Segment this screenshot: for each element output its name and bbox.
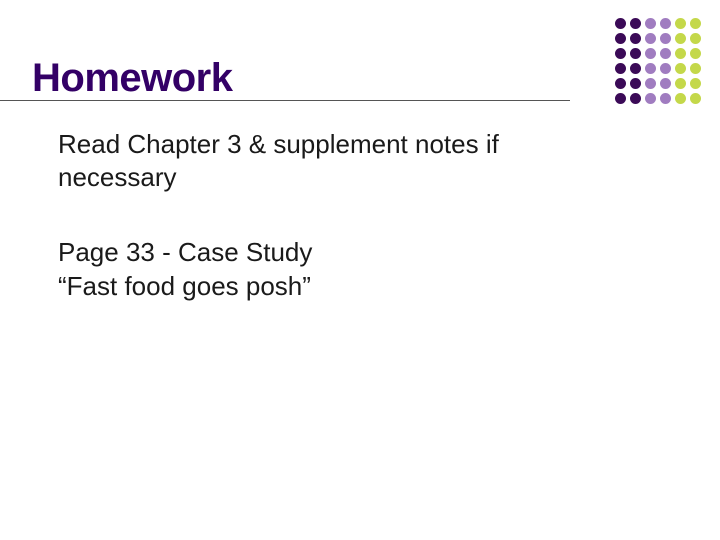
- body-line-2: Page 33 - Case Study: [58, 236, 312, 269]
- dot-icon: [630, 33, 641, 44]
- slide: Homework Read Chapter 3 & supplement not…: [0, 0, 720, 540]
- dot-icon: [645, 18, 656, 29]
- dot-icon: [615, 63, 626, 74]
- dot-icon: [645, 63, 656, 74]
- decoration-dot-grid: [615, 18, 702, 105]
- dot-icon: [675, 63, 686, 74]
- dot-icon: [660, 78, 671, 89]
- dot-icon: [675, 48, 686, 59]
- dot-icon: [675, 93, 686, 104]
- dot-icon: [645, 78, 656, 89]
- dot-icon: [630, 63, 641, 74]
- dot-icon: [660, 33, 671, 44]
- body-line-1: Read Chapter 3 & supplement notes if nec…: [58, 128, 578, 193]
- dot-icon: [660, 93, 671, 104]
- dot-icon: [630, 48, 641, 59]
- dot-icon: [690, 18, 701, 29]
- dot-icon: [615, 33, 626, 44]
- dot-icon: [675, 78, 686, 89]
- slide-title: Homework: [32, 56, 233, 101]
- dot-icon: [660, 63, 671, 74]
- dot-icon: [645, 48, 656, 59]
- dot-icon: [630, 18, 641, 29]
- dot-icon: [615, 93, 626, 104]
- dot-icon: [630, 78, 641, 89]
- dot-icon: [630, 93, 641, 104]
- dot-icon: [690, 63, 701, 74]
- dot-icon: [615, 78, 626, 89]
- dot-icon: [690, 33, 701, 44]
- dot-icon: [660, 48, 671, 59]
- dot-icon: [660, 18, 671, 29]
- dot-icon: [615, 18, 626, 29]
- dot-icon: [690, 48, 701, 59]
- dot-icon: [675, 33, 686, 44]
- dot-icon: [675, 18, 686, 29]
- dot-icon: [690, 78, 701, 89]
- dot-icon: [645, 93, 656, 104]
- dot-icon: [690, 93, 701, 104]
- dot-icon: [645, 33, 656, 44]
- dot-icon: [615, 48, 626, 59]
- body-line-3: “Fast food goes posh”: [58, 270, 311, 303]
